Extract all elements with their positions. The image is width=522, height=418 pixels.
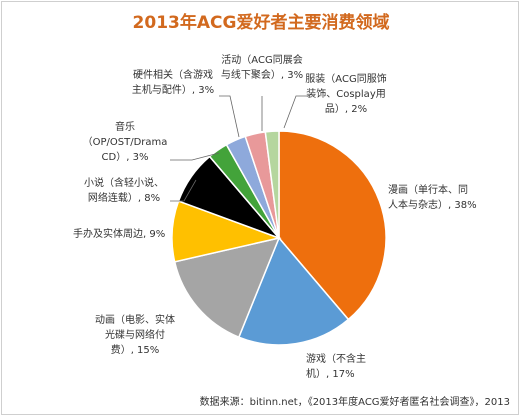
leader-line-5 [170, 179, 197, 202]
slice-label-4: 手办及实体周边, 9% [73, 227, 165, 240]
slice-label-6: 音乐（OP/OST/Drama CD）, 3% [83, 120, 168, 163]
slice-label-8: 活动（ACG同展会与线下聚会）, 3% [221, 53, 303, 81]
slice-label-5: 小说（含轻小说、网络连载）, 8% [84, 176, 164, 204]
pie-slice-9 [264, 130, 280, 239]
source-note: 数据来源：bitinn.net，《2013年度ACG爱好者匿名社会调查》，201… [199, 397, 510, 408]
pie-slice-2 [237, 236, 350, 346]
pie-slice-1 [278, 130, 387, 321]
leader-line-6 [170, 152, 220, 161]
pie-slice-3 [173, 236, 281, 339]
slice-label-3: 动画（电影、实体光碟与网络付费）, 15% [95, 313, 175, 356]
leader-line-7 [219, 95, 240, 138]
slice-label-9: 服装（ACG同服饰装饰、Cosplay用品）, 2% [305, 72, 386, 115]
slice-label-2: 游戏（不含主机）, 17% [306, 352, 366, 380]
slice-label-7: 硬件相关（含游戏主机与配件）, 3% [132, 68, 214, 96]
slice-label-1: 漫画（单行本、同人本与杂志）, 38% [388, 183, 477, 211]
leader-line-9 [283, 95, 308, 129]
chart-title: 2013年ACG爱好者主要消费领域 [132, 13, 390, 33]
